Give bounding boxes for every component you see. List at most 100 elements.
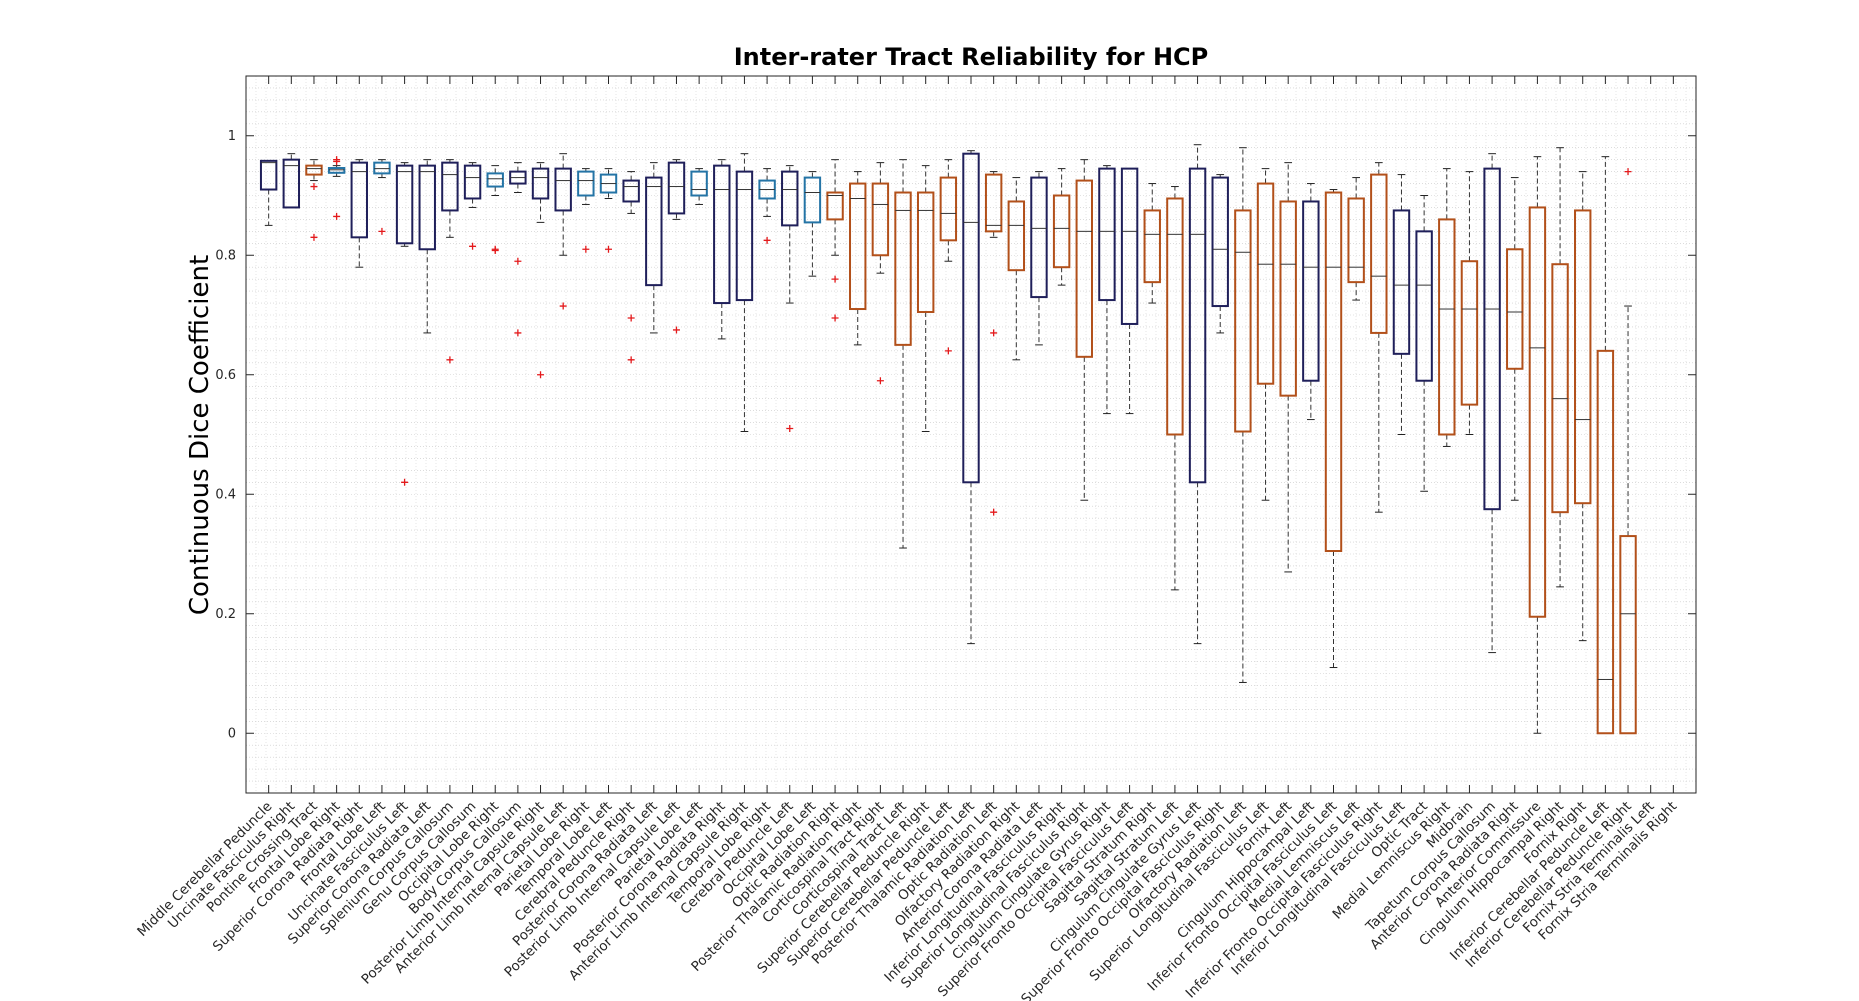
box-14	[577, 168, 595, 253]
box-body	[305, 164, 323, 176]
box-25	[826, 159, 844, 322]
outlier-marker	[469, 242, 477, 250]
box-body	[259, 159, 278, 191]
box-52	[1438, 168, 1456, 447]
outlier-marker	[990, 329, 998, 337]
box-body	[463, 164, 482, 200]
box-body	[554, 167, 572, 212]
y-tick-label: 0.8	[215, 248, 236, 263]
box-27	[871, 162, 890, 385]
box-body	[395, 164, 414, 245]
box-body	[1460, 260, 1479, 406]
box-58	[1574, 171, 1592, 642]
box-41	[1188, 144, 1207, 645]
box-body	[1438, 218, 1456, 436]
box-body	[962, 152, 980, 484]
y-tick-label: 1	[228, 129, 236, 144]
box-body	[1098, 167, 1116, 302]
box-42	[1211, 174, 1229, 334]
box-28	[894, 159, 912, 549]
box-5	[373, 159, 391, 235]
box-24	[803, 171, 822, 277]
y-tick-label: 0	[228, 726, 236, 741]
box-46	[1302, 183, 1320, 421]
chart-title: Inter-rater Tract Reliability for HCP	[734, 43, 1209, 71]
box-body	[803, 176, 822, 224]
box-54	[1483, 153, 1501, 654]
box-39	[1143, 183, 1161, 304]
box-body	[781, 170, 799, 227]
box-body	[826, 191, 844, 221]
box-body	[1120, 167, 1139, 325]
box-body	[282, 158, 301, 209]
box-7	[418, 159, 436, 334]
box-29	[916, 165, 935, 433]
box-body	[871, 182, 890, 257]
box-50	[1392, 174, 1411, 435]
box-33	[1007, 177, 1026, 361]
box-38	[1120, 167, 1139, 415]
box-body	[1528, 206, 1547, 618]
outlier-marker	[990, 508, 998, 516]
outlier-marker	[786, 425, 794, 433]
box-60	[1619, 168, 1637, 735]
box-45	[1279, 162, 1297, 573]
box-34	[1030, 171, 1048, 346]
box-body	[713, 164, 731, 305]
box-37	[1098, 165, 1116, 415]
box-48	[1347, 177, 1365, 301]
box-body	[1392, 209, 1411, 355]
box-body	[1030, 176, 1048, 299]
box-body	[984, 173, 1003, 233]
box-16	[622, 171, 640, 364]
y-axis-label: Continuous Dice Coefficient	[185, 255, 215, 615]
outlier-marker	[446, 356, 454, 364]
box-body	[916, 191, 935, 314]
box-22	[758, 168, 776, 244]
box-47	[1324, 189, 1343, 669]
box-body	[1370, 173, 1388, 334]
box-body	[1007, 200, 1026, 272]
outlier-marker	[831, 314, 839, 322]
box-body	[1506, 248, 1524, 370]
box-body	[1052, 194, 1071, 269]
box-31	[962, 150, 980, 645]
box-9	[463, 162, 482, 250]
box-body	[1211, 176, 1229, 308]
box-55	[1506, 177, 1524, 501]
box-body	[531, 167, 550, 200]
box-body	[1551, 263, 1569, 514]
box-32	[984, 171, 1003, 516]
box-body	[1075, 179, 1093, 358]
box-6	[395, 162, 414, 486]
box-body	[667, 161, 686, 215]
y-tick-label: 0.2	[215, 607, 236, 622]
box-57	[1551, 147, 1569, 588]
box-21	[735, 153, 754, 433]
box-49	[1370, 162, 1388, 513]
box-4	[350, 159, 368, 268]
outlier-marker	[672, 326, 680, 334]
box-body	[1619, 535, 1637, 735]
outlier-marker	[763, 236, 771, 244]
box-35	[1052, 168, 1071, 286]
box-26	[849, 171, 867, 346]
box-body	[373, 161, 391, 175]
box-8	[441, 159, 459, 364]
box-2	[305, 159, 323, 241]
box-body	[849, 182, 867, 311]
box-body	[1279, 200, 1297, 397]
outlier-marker	[537, 371, 545, 379]
box-body	[735, 170, 754, 302]
box-59	[1596, 156, 1615, 735]
box-body	[1415, 230, 1433, 382]
grid	[246, 75, 1696, 794]
box-body	[1324, 191, 1343, 553]
box-body	[939, 176, 958, 242]
outlier-marker	[310, 233, 318, 241]
boxes	[259, 144, 1637, 735]
box-body	[894, 191, 912, 346]
outlier-marker	[876, 377, 884, 385]
box-30	[939, 159, 958, 355]
